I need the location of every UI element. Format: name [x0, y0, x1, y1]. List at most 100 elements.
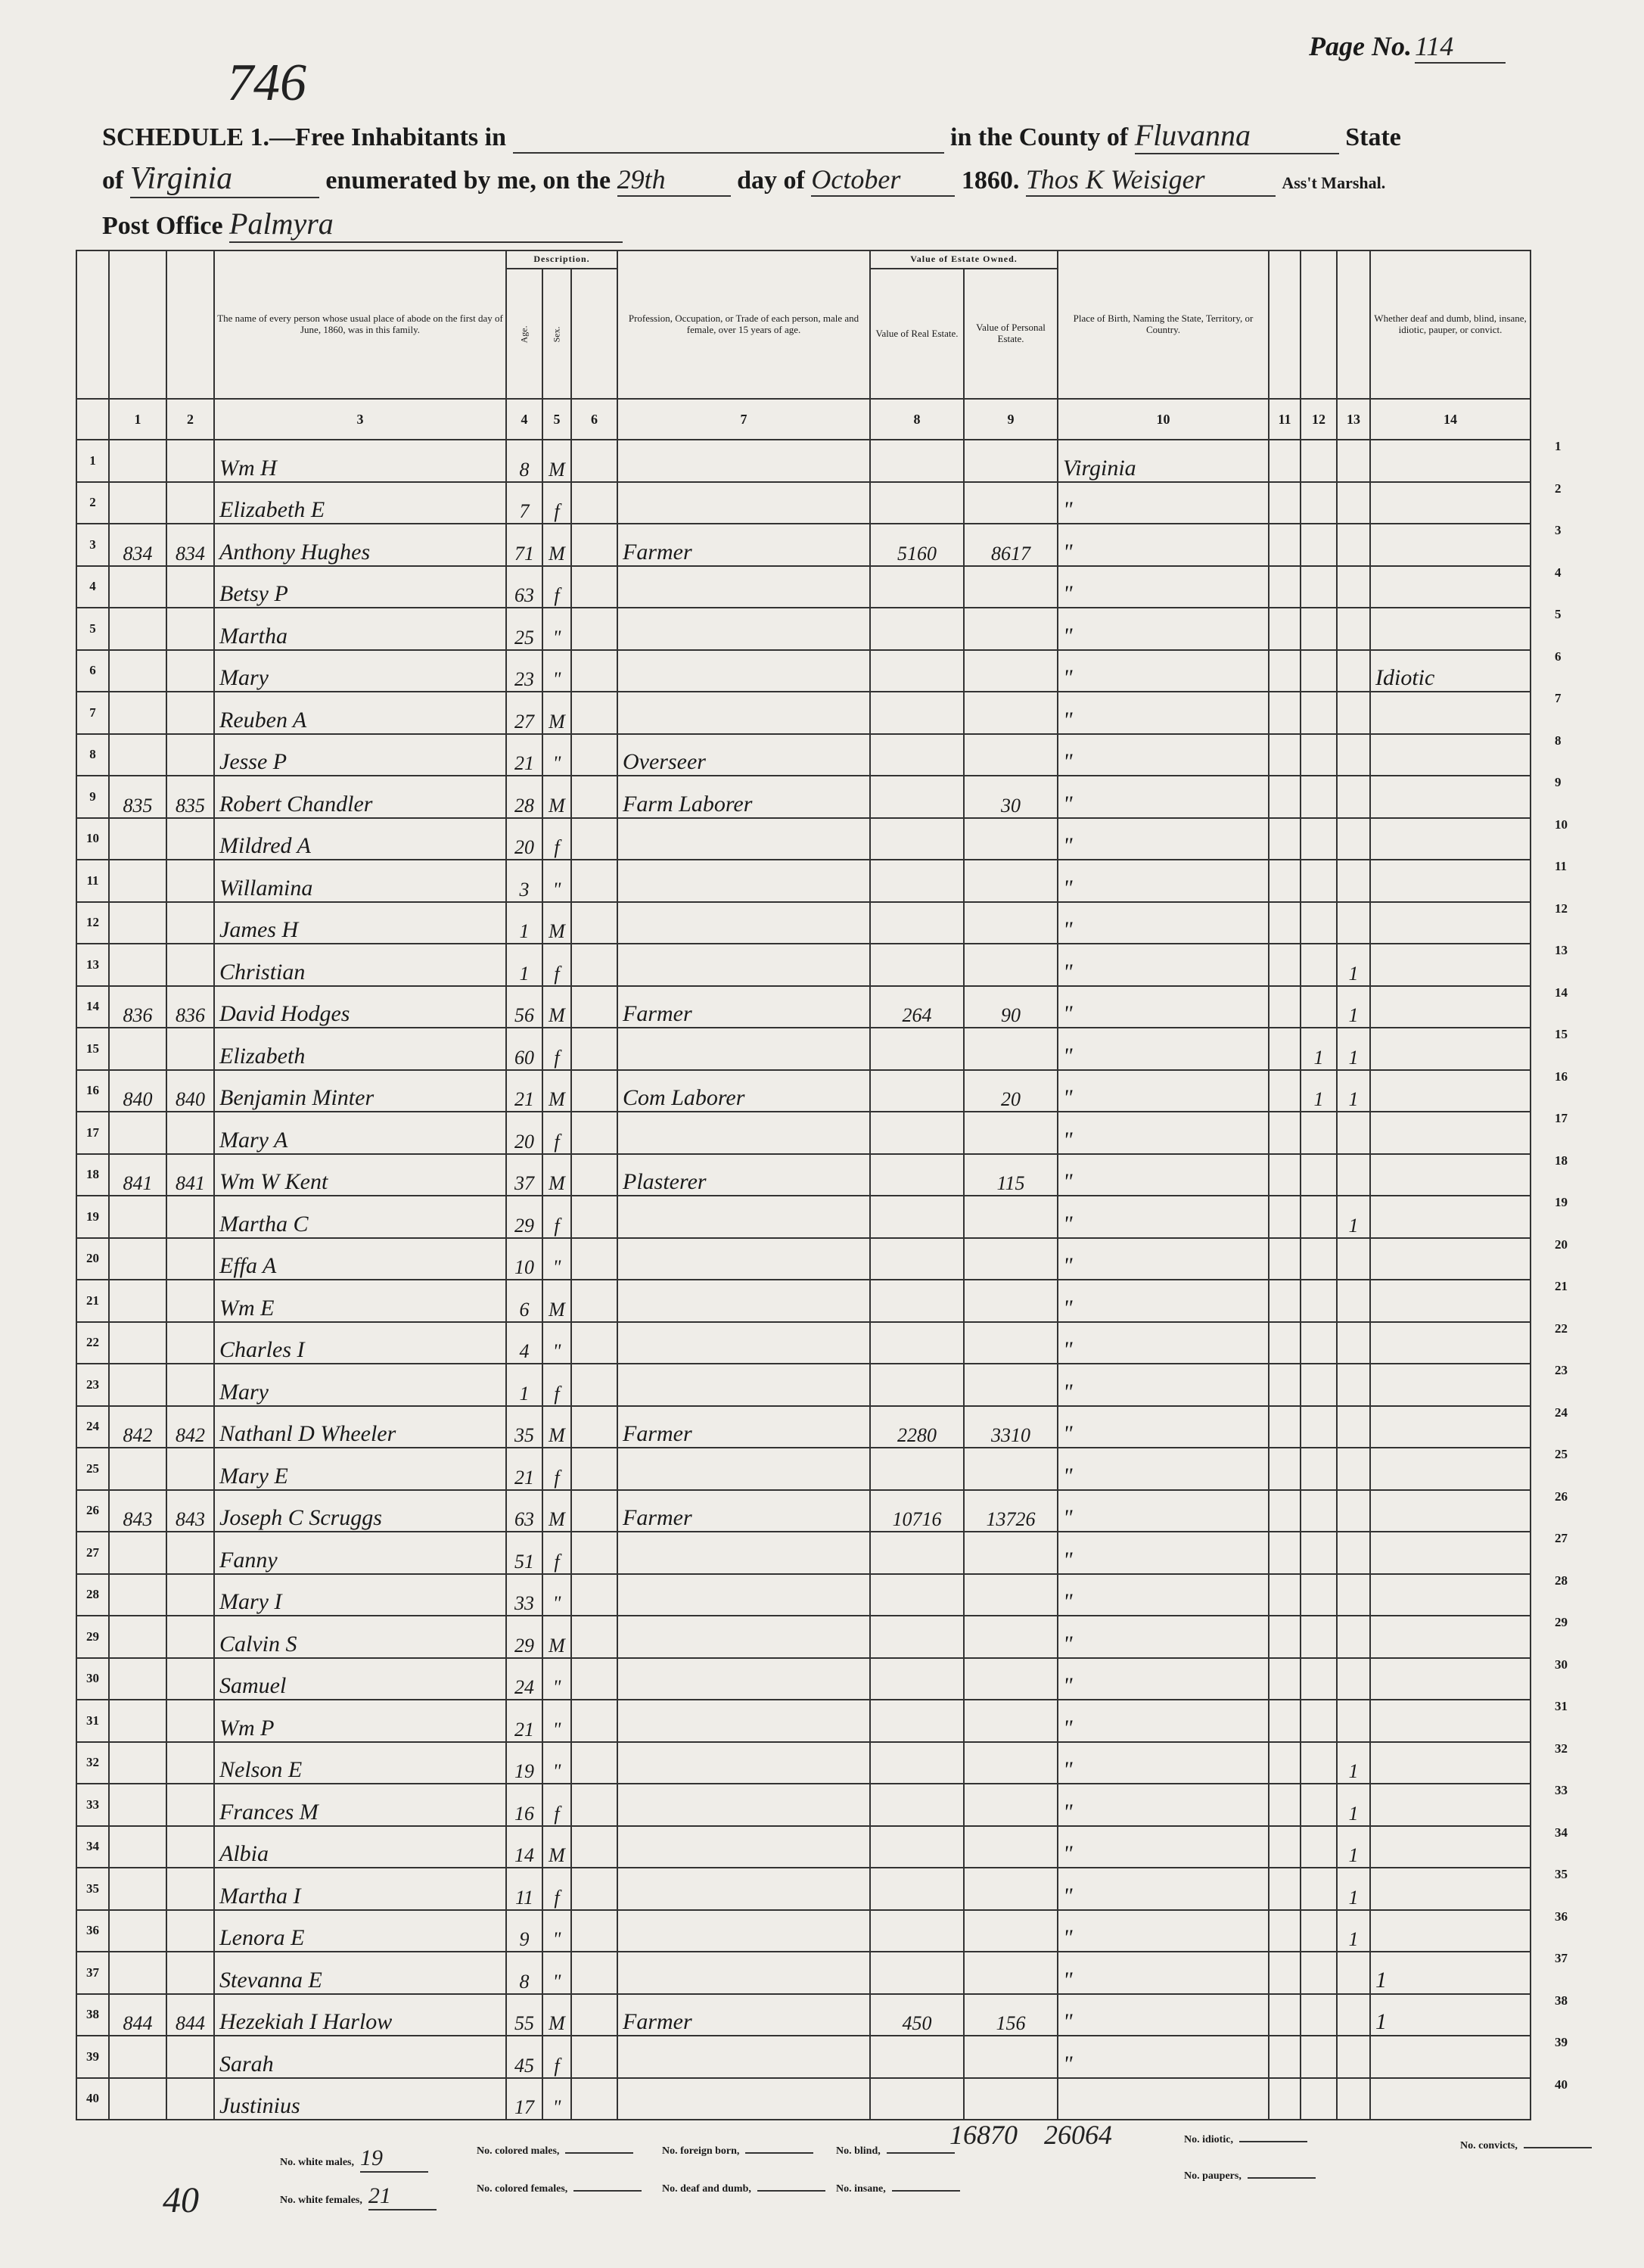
- color: [570, 691, 619, 735]
- birthplace: ": [1057, 1573, 1270, 1616]
- right-line-number: 18: [1555, 1153, 1568, 1168]
- right-line-number: 7: [1555, 691, 1562, 705]
- occupation: [617, 1951, 872, 1995]
- color: [570, 1153, 619, 1196]
- sex: ": [542, 1741, 572, 1784]
- birthplace: ": [1057, 1153, 1270, 1196]
- footer-label: No. convicts,: [1460, 2140, 1518, 2151]
- footer-item: No. foreign born,: [662, 2145, 814, 2158]
- right-line-number: 3: [1555, 523, 1562, 537]
- color: [570, 439, 619, 483]
- footer-value: [891, 2190, 960, 2192]
- birthplace: ": [1057, 1825, 1270, 1868]
- person-row: 24 842 842 Nathanl D Wheeler 35 M Farmer 2280 33…: [76, 1405, 1532, 1448]
- dwelling: [108, 481, 167, 524]
- occupation: [617, 1279, 872, 1323]
- school: 1: [1300, 1069, 1338, 1112]
- line-number: 16: [76, 1069, 110, 1112]
- occupation: [617, 607, 872, 651]
- blank-line: [512, 123, 944, 154]
- personal-estate: [963, 607, 1059, 651]
- sex: ": [542, 1699, 572, 1743]
- name: Stevanna E: [213, 1951, 507, 1995]
- name: Martha C: [213, 1195, 507, 1239]
- married: [1268, 1699, 1302, 1743]
- occupation: [617, 1699, 872, 1743]
- family: [166, 1447, 215, 1491]
- line-number: 22: [76, 1321, 110, 1364]
- personal-estate: [963, 2077, 1059, 2120]
- occupation: [617, 1741, 872, 1784]
- right-line-number: 27: [1555, 1531, 1568, 1545]
- real-estate: [869, 1531, 965, 1575]
- cannot-read: 1: [1336, 1867, 1372, 1911]
- cannot-read: 1: [1336, 1195, 1372, 1239]
- birthplace: ": [1057, 985, 1270, 1028]
- footer-label: No. insane,: [836, 2183, 886, 2195]
- age: 24: [505, 1657, 543, 1700]
- family: [166, 1279, 215, 1323]
- school: [1300, 1111, 1338, 1155]
- age: 6: [505, 1279, 543, 1323]
- line-number: 13: [76, 943, 110, 987]
- line-number: 25: [76, 1447, 110, 1491]
- condition: [1369, 1531, 1532, 1575]
- person-row: 7 Reuben A 27 M ": [76, 691, 1532, 735]
- line-number: 37: [76, 1951, 110, 1995]
- name: Betsy P: [213, 565, 507, 608]
- age: 60: [505, 1027, 543, 1071]
- dwelling: [108, 1447, 167, 1491]
- sex: ": [542, 1573, 572, 1616]
- age: 37: [505, 1153, 543, 1196]
- sex: f: [542, 1783, 572, 1827]
- color: [570, 901, 619, 944]
- real-estate: [869, 649, 965, 692]
- real-estate: [869, 1237, 965, 1280]
- dwelling: [108, 1237, 167, 1280]
- condition: [1369, 1069, 1532, 1112]
- age: 16: [505, 1783, 543, 1827]
- personal-estate: 13726: [963, 1489, 1059, 1532]
- married: [1268, 1741, 1302, 1784]
- age: 27: [505, 691, 543, 735]
- condition: [1369, 481, 1532, 524]
- column-number: 8: [869, 398, 965, 440]
- color: [570, 1195, 619, 1239]
- personal-estate: [963, 943, 1059, 987]
- personal-estate: [963, 859, 1059, 903]
- occupation: [617, 2035, 872, 2079]
- column-number: 13: [1336, 398, 1372, 440]
- group-header: Value of Estate Owned.: [869, 250, 1059, 269]
- school: [1300, 1195, 1338, 1239]
- right-line-number: 8: [1555, 733, 1562, 748]
- right-line-number: 26: [1555, 1489, 1568, 1504]
- school: [1300, 1405, 1338, 1448]
- person-row: 18 841 841 Wm W Kent 37 M Plasterer 115 ": [76, 1153, 1532, 1196]
- color: [570, 1237, 619, 1280]
- dwelling: [108, 1741, 167, 1784]
- post-office-line: Post Office Palmyra: [102, 206, 623, 243]
- line-number: 30: [76, 1657, 110, 1700]
- color: [570, 1363, 619, 1407]
- birthplace: ": [1057, 1783, 1270, 1827]
- condition: [1369, 733, 1532, 776]
- right-line-number: 40: [1555, 2077, 1568, 2092]
- age: 63: [505, 565, 543, 608]
- post-office-label: Post Office: [102, 212, 223, 240]
- personal-estate: [963, 1279, 1059, 1323]
- dwelling: [108, 901, 167, 944]
- condition: [1369, 1363, 1532, 1407]
- family: [166, 1657, 215, 1700]
- cannot-read: 1: [1336, 1825, 1372, 1868]
- school: [1300, 1699, 1338, 1743]
- footer-item: No. blind,: [836, 2145, 955, 2158]
- sex: ": [542, 1237, 572, 1280]
- real-estate: [869, 943, 965, 987]
- school: [1300, 2035, 1338, 2079]
- column-number: 6: [570, 398, 619, 440]
- color: [570, 1447, 619, 1491]
- dwelling: 844: [108, 1993, 167, 2036]
- color: [570, 733, 619, 776]
- dwelling: [108, 1027, 167, 1071]
- dwelling: 836: [108, 985, 167, 1028]
